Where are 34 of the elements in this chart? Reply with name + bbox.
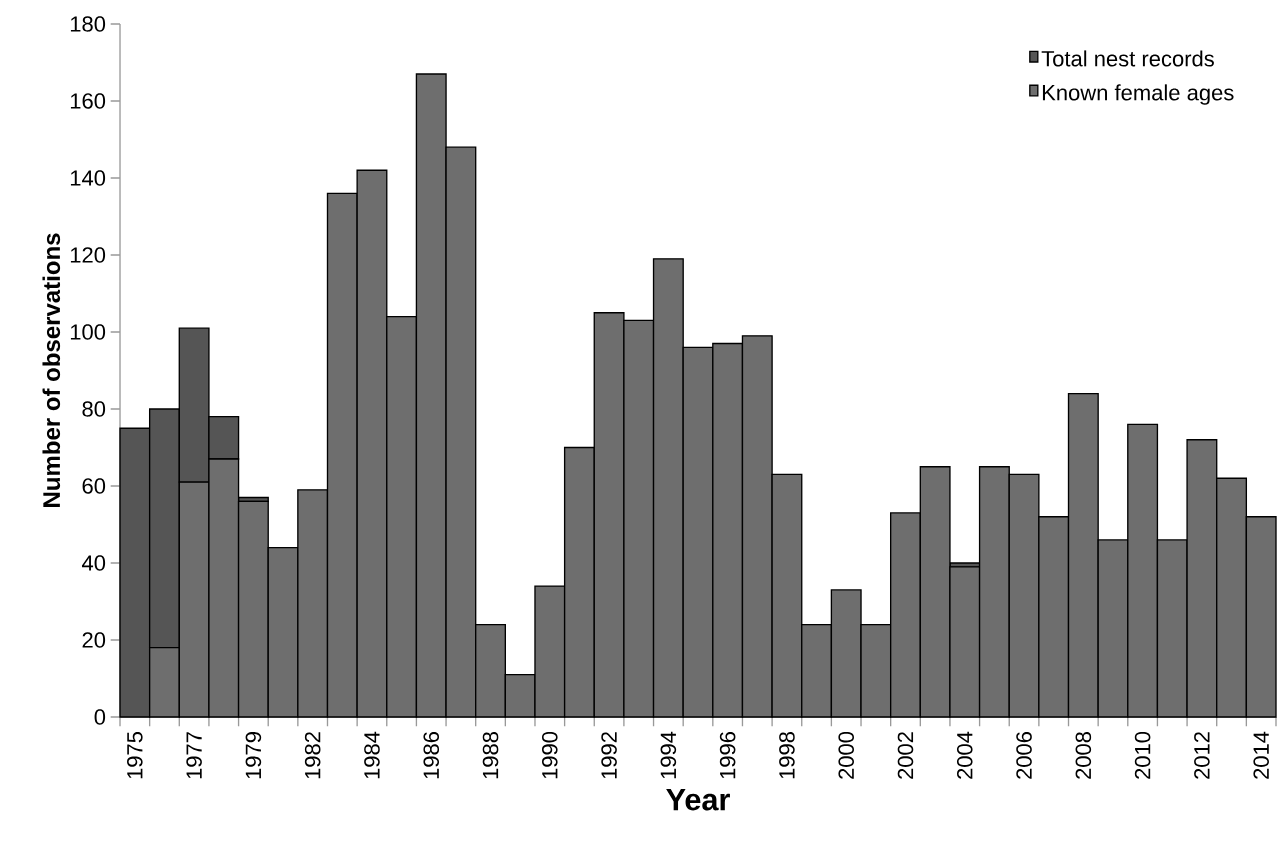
x-tick-label: 1986	[423, 732, 440, 779]
x-tick-label: 2014	[1253, 731, 1269, 779]
x-tick-label: 1975	[127, 731, 143, 779]
x-tick-label: 1982	[304, 732, 321, 779]
x-tick-label: 1998	[779, 732, 795, 779]
x-tick-label: 2008	[1075, 732, 1092, 779]
x-tick-label: 2002	[897, 732, 914, 779]
x-axis-title: Year	[666, 789, 730, 811]
x-tick-label: 2000	[838, 731, 854, 779]
x-tick-label: 2010	[1134, 731, 1151, 779]
y-tick-label: 0	[94, 709, 106, 725]
y-tick-label: 100	[70, 324, 106, 340]
x-tick-label: 1988	[482, 732, 499, 779]
y-tick-label: 20	[82, 632, 106, 648]
y-tick-label: 140	[70, 170, 106, 186]
x-tick-label: 2012	[1194, 732, 1210, 779]
legend-label: Total nest records	[1041, 50, 1214, 67]
x-tick-label: 1977	[186, 732, 202, 779]
x-tick-label: 1979	[245, 732, 262, 779]
y-tick-label: 180	[70, 16, 106, 32]
x-tick-label: 2006	[1016, 732, 1032, 779]
x-tick-label: 2004	[956, 731, 973, 779]
x-tick-label: 1992	[601, 732, 617, 779]
y-tick-label: 80	[82, 401, 106, 417]
y-tick-label: 40	[81, 555, 106, 571]
y-tick-label: 60	[82, 478, 106, 494]
x-tick-label: 1984	[364, 731, 380, 779]
y-axis-title: Number of observations	[42, 233, 61, 507]
y-tick-label: 120	[70, 247, 106, 263]
legend-label: Known female ages	[1042, 84, 1234, 105]
x-tick-label: 1990	[542, 731, 558, 779]
y-tick-label: 160	[70, 93, 106, 109]
x-tick-label: 1994	[660, 731, 677, 779]
x-tick-label: 1996	[719, 732, 736, 779]
